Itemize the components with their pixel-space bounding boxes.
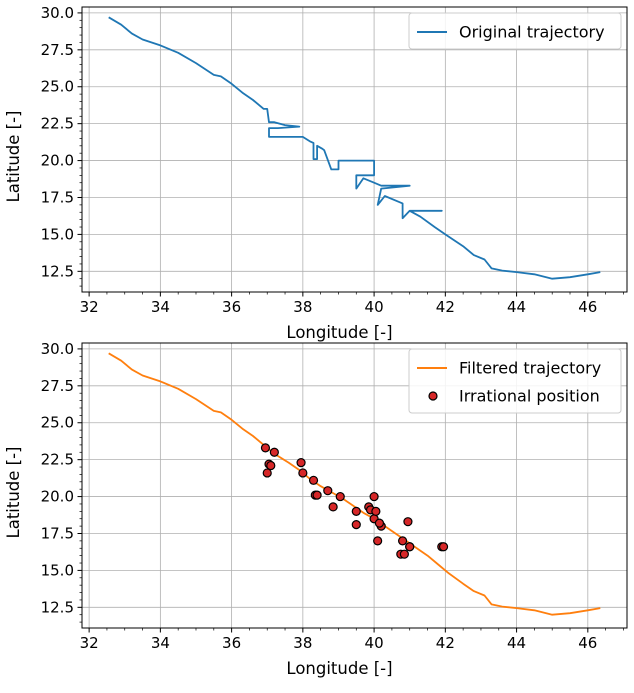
y-tick-label: 15.0 xyxy=(41,225,74,243)
y-tick-label: 30.0 xyxy=(41,4,74,22)
x-tick-label: 36 xyxy=(222,298,241,316)
x-tick-label: 46 xyxy=(578,298,597,316)
y-tick-label: 17.5 xyxy=(41,524,74,542)
scatter-point xyxy=(323,486,333,496)
legend-box xyxy=(408,12,622,50)
x-tick-label: 40 xyxy=(365,298,384,316)
series-line-original-trajectory xyxy=(108,16,601,280)
scatter-point xyxy=(269,447,279,457)
scatter-point xyxy=(399,549,409,559)
scatter-point xyxy=(405,542,415,552)
y-tick-label: 12.5 xyxy=(41,262,74,280)
y-tick-label: 27.5 xyxy=(41,377,74,395)
scatter-point xyxy=(335,491,345,502)
y-axis-label: Latitude [-] xyxy=(4,447,23,539)
y-tick-label: 22.5 xyxy=(41,115,74,133)
scatter-point xyxy=(312,490,322,500)
legend-label: Filtered trajectory xyxy=(459,359,601,378)
x-tick-label: 32 xyxy=(80,298,99,316)
x-tick-label: 38 xyxy=(293,298,312,316)
y-tick-label: 12.5 xyxy=(41,598,74,616)
scatter-point xyxy=(266,460,276,471)
y-axis-label: Latitude [-] xyxy=(4,111,23,203)
scatter-point xyxy=(374,518,385,528)
y-tick-label: 20.0 xyxy=(41,488,74,506)
legend-box xyxy=(408,348,622,414)
scatter-point xyxy=(351,506,361,516)
y-tick-label: 17.5 xyxy=(41,188,74,206)
y-tick-label: 30.0 xyxy=(41,340,74,358)
axes-frame xyxy=(81,342,628,629)
x-tick-label: 44 xyxy=(507,298,526,316)
scatter-point xyxy=(351,520,361,530)
x-tick-label: 44 xyxy=(507,634,526,652)
scatter-point xyxy=(403,517,413,527)
chart-2: 32 34 36 38 40 42 44 46 12.5 15.0 17.5 20.0 22.5 25.0… xyxy=(4,340,628,678)
scatter-point xyxy=(262,468,272,478)
x-tick-label: 34 xyxy=(151,298,170,316)
series-line-filtered-trajectory xyxy=(108,352,601,616)
y-tick-label: 25.0 xyxy=(41,78,74,96)
scatter-point xyxy=(369,491,379,502)
scatter-point xyxy=(296,458,306,468)
scatter-point xyxy=(328,502,338,512)
axes-frame xyxy=(81,6,628,293)
x-tick-label: 34 xyxy=(151,634,170,652)
scatter-point xyxy=(308,475,319,485)
x-tick-label: 36 xyxy=(222,634,241,652)
scatter-point xyxy=(260,443,271,453)
x-tick-label: 32 xyxy=(80,634,99,652)
y-tick-label: 20.0 xyxy=(41,152,74,170)
legend-marker xyxy=(428,391,438,401)
scatter-point xyxy=(298,468,308,478)
scatter-point xyxy=(371,506,381,516)
y-tick-label: 25.0 xyxy=(41,414,74,432)
scatter-point xyxy=(438,542,449,552)
x-tick-label: 40 xyxy=(365,634,384,652)
x-tick-label: 38 xyxy=(293,634,312,652)
x-tick-label: 42 xyxy=(436,634,455,652)
y-tick-label: 15.0 xyxy=(41,561,74,579)
x-axis-label: Longitude [-] xyxy=(286,659,392,678)
chart-1: 32 34 36 38 40 42 44 46 12.5 15.0 17.5 20.0 22.5 25.0… xyxy=(4,4,628,342)
scatter-point xyxy=(397,536,408,546)
legend-label: Original trajectory xyxy=(459,23,605,42)
x-tick-label: 46 xyxy=(578,634,597,652)
scatter-point xyxy=(373,536,383,546)
legend-label: Irrational position xyxy=(459,387,600,406)
x-axis-label: Longitude [-] xyxy=(286,323,392,342)
y-tick-label: 22.5 xyxy=(41,451,74,469)
x-tick-label: 42 xyxy=(436,298,455,316)
y-tick-label: 27.5 xyxy=(41,41,74,59)
